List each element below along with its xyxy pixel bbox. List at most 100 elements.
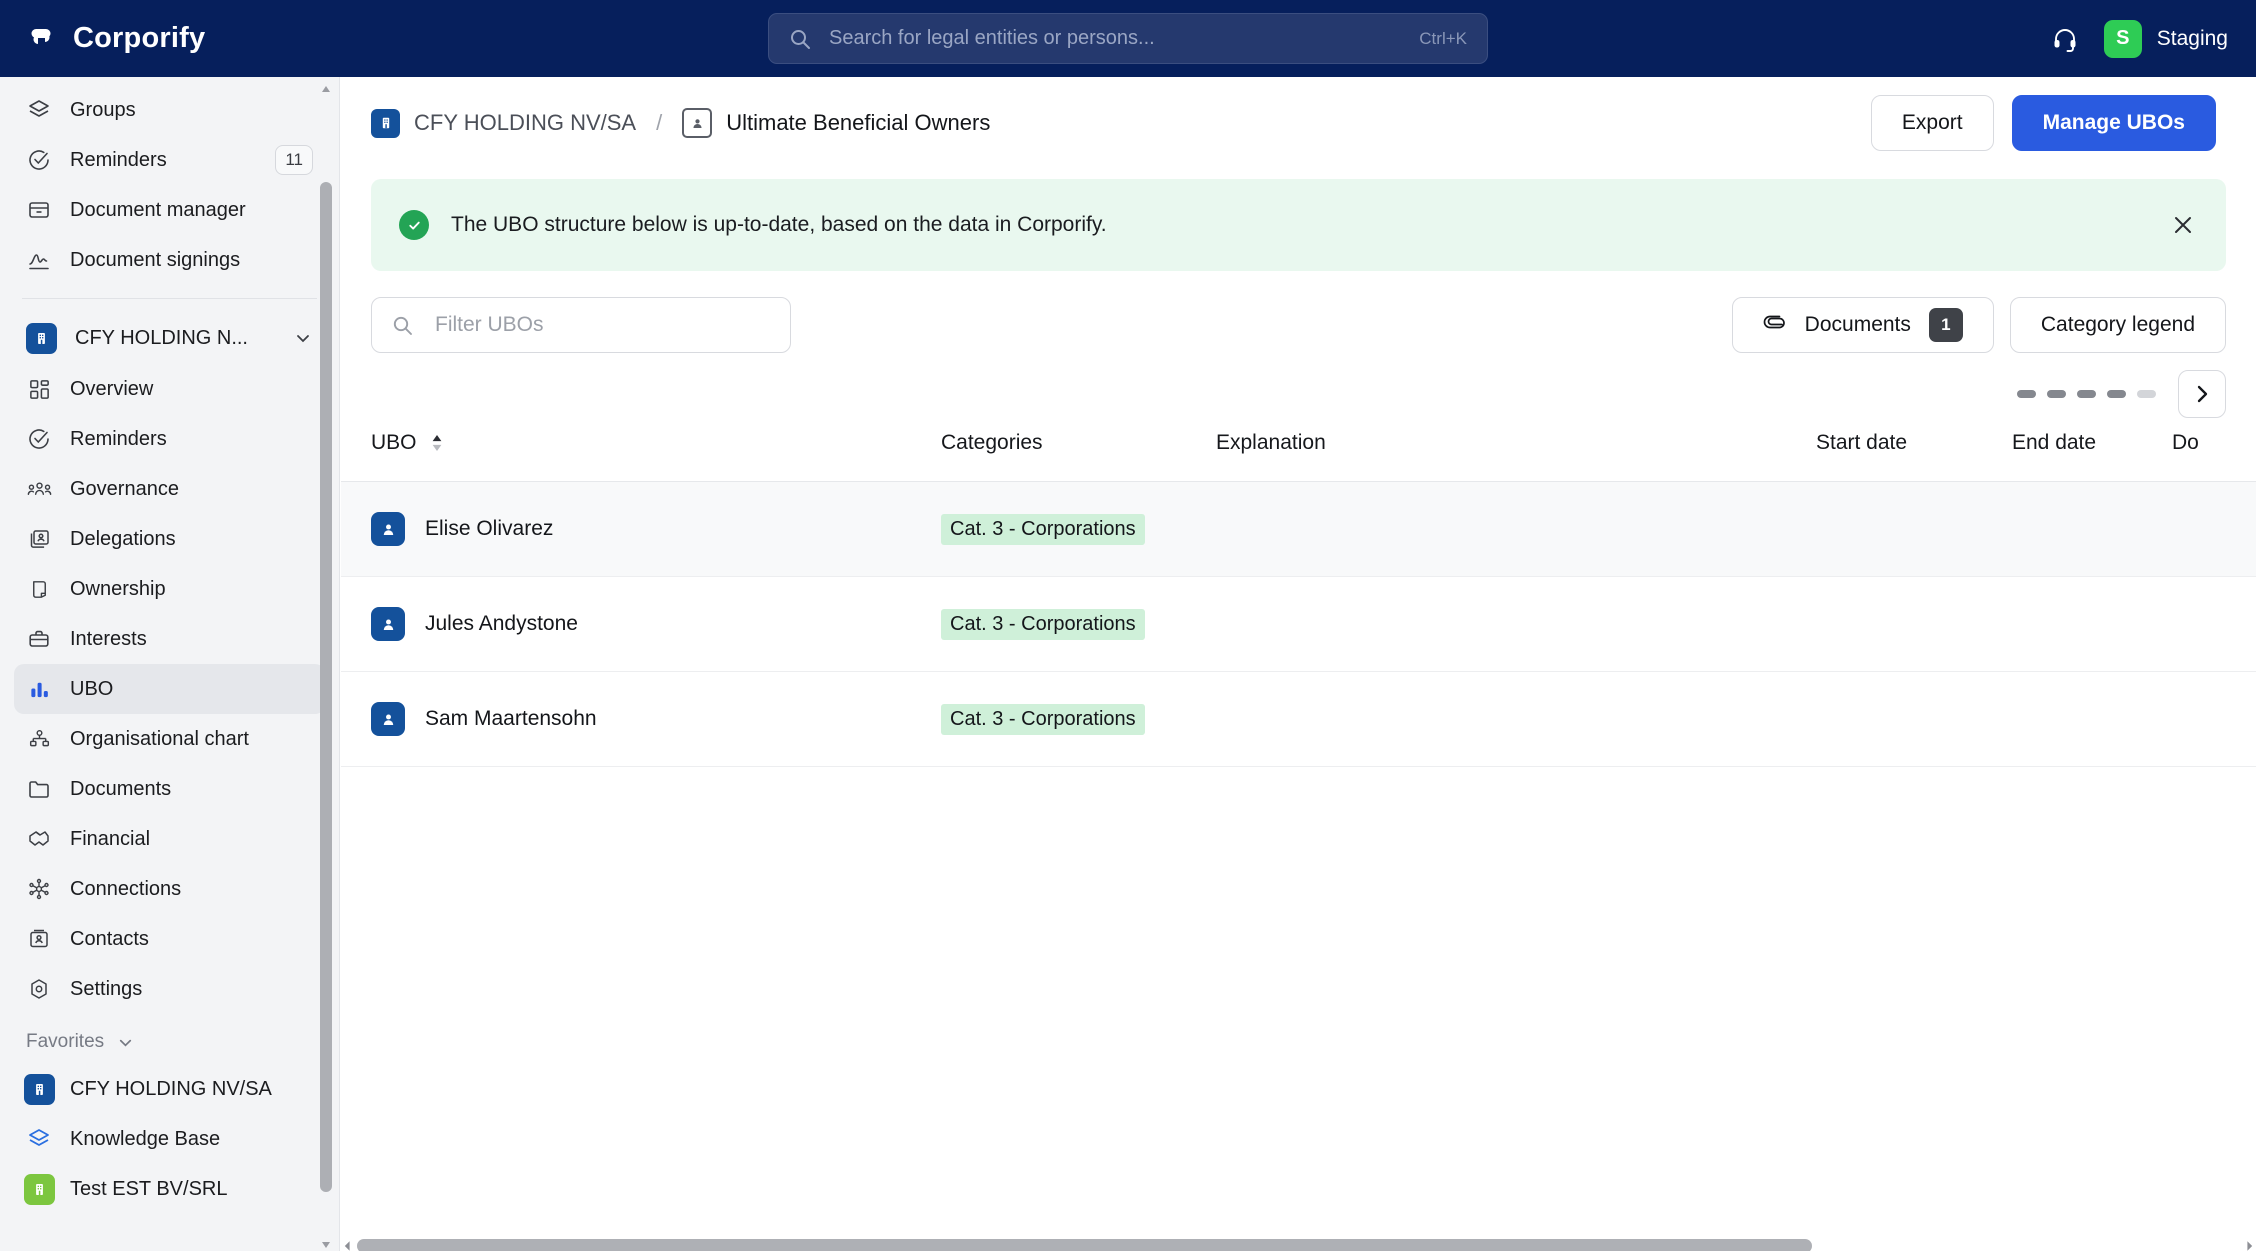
sidebar-item-reminders[interactable]: Reminders [14,414,325,464]
manage-ubos-button[interactable]: Manage UBOs [2011,95,2216,151]
pagination-dash[interactable] [2107,390,2126,398]
sidebar-item-overview[interactable]: Overview [14,364,325,414]
scroll-right-arrow-icon[interactable] [2242,1240,2256,1251]
sidebar-item-settings[interactable]: Settings [14,964,325,1014]
scroll-up-arrow-icon[interactable] [321,81,331,92]
sort-arrows-icon[interactable] [431,435,443,452]
building-icon [26,322,57,354]
network-icon [26,876,52,902]
sidebar-item-document-manager[interactable]: Document manager [14,185,325,235]
column-pagination [371,370,2226,418]
briefcase-icon [26,626,52,652]
column-header-ubo[interactable]: UBO [341,423,941,482]
close-icon[interactable] [2168,210,2198,240]
favorite-item-label: Test EST BV/SRL [70,1177,228,1200]
sidebar-item-connections[interactable]: Connections [14,864,325,914]
documents-button[interactable]: Documents 1 [1731,297,1994,353]
toolbar-right-actions: Documents 1 Category legend [1731,297,2226,353]
sidebar-scrollbar[interactable] [320,77,332,1251]
brand-name: Corporify [73,22,206,54]
user-menu[interactable]: S Staging [2103,19,2228,58]
next-page-button[interactable] [2178,370,2226,418]
cell-end-date [2012,576,2172,672]
table-row[interactable]: Elise Olivarez Cat. 3 - Corporations [341,481,2256,577]
top-navigation-bar: Corporify Search for legal entities or p… [0,0,2256,77]
search-placeholder: Search for legal entities or persons... [829,27,1155,49]
sidebar-item-ubo[interactable]: UBO [14,664,325,714]
check-circle-icon [26,426,52,452]
check-circle-icon [26,147,52,173]
pagination-dash[interactable] [2017,390,2036,398]
avatar: S [2103,19,2142,58]
table-head: UBO Categories Explanation Start date En… [341,423,2256,482]
scroll-down-arrow-icon[interactable] [321,1237,331,1248]
gear-icon [26,976,52,1002]
favorites-section-header[interactable]: Favorites [26,1020,313,1064]
filter-ubos-field[interactable] [371,297,791,353]
top-bar-right-actions: S Staging [2052,0,2228,77]
favorite-item-label: Knowledge Base [70,1127,221,1150]
category-tag: Cat. 3 - Corporations [941,703,1145,735]
contact-card-icon [26,926,52,952]
documents-count-badge: 1 [1928,308,1963,342]
category-tag: Cat. 3 - Corporations [941,608,1145,640]
cell-documents [2172,481,2256,577]
breadcrumb-entity-link[interactable]: CFY HOLDING NV/SA [414,110,637,135]
corporify-logo-icon [25,22,59,56]
table-row[interactable]: Sam Maartensohn Cat. 3 - Corporations [341,671,2256,767]
sidebar-item-financial[interactable]: Financial [14,814,325,864]
category-tag: Cat. 3 - Corporations [941,513,1145,545]
sidebar-item-label: Reminders [70,427,167,450]
global-search-box[interactable]: Search for legal entities or persons... … [768,13,1488,64]
entity-switcher[interactable]: CFY HOLDING N... [14,312,325,364]
sidebar-scrollbar-thumb[interactable] [320,182,332,1192]
sidebar-item-groups[interactable]: Groups [14,85,325,135]
sidebar-item-label: Document signings [70,248,241,271]
favorite-item-cfy-holding[interactable]: CFY HOLDING NV/SA [14,1064,325,1114]
favorites-title: Favorites [26,1031,105,1052]
sidebar-item-label: Ownership [70,577,166,600]
favorite-item-knowledge-base[interactable]: Knowledge Base [14,1114,325,1164]
handshake-icon [26,826,52,852]
headset-icon[interactable] [2052,26,2078,52]
pagination-dash[interactable] [2137,390,2156,398]
scrollbar-track[interactable] [355,1239,2242,1251]
cell-categories: Cat. 3 - Corporations [941,671,1216,767]
table-horizontal-scrollbar[interactable] [341,1235,2256,1251]
search-input[interactable] [435,313,770,337]
sidebar-item-organisational-chart[interactable]: Organisational chart [14,714,325,764]
search-icon [789,28,811,50]
sidebar-item-label: Reminders [70,148,167,171]
category-legend-button[interactable]: Category legend [2009,297,2226,353]
person-card-icon [682,108,713,138]
export-button[interactable]: Export [1870,95,1994,151]
table-row[interactable]: Jules Andystone Cat. 3 - Corporations [341,576,2256,672]
sidebar-item-ownership[interactable]: Ownership [14,564,325,614]
breadcrumb-separator: / [656,110,663,135]
chevron-down-icon [293,328,313,348]
pagination-dash[interactable] [2077,390,2096,398]
dashboard-icon [26,376,52,402]
paperclip-icon [1763,313,1787,337]
favorite-item-test-est[interactable]: Test EST BV/SRL [14,1164,325,1214]
sidebar-item-contacts[interactable]: Contacts [14,914,325,964]
building-icon [371,108,400,138]
pagination-dash[interactable] [2047,390,2066,398]
scroll-left-arrow-icon[interactable] [341,1240,355,1251]
cell-start-date [1816,576,2012,672]
sidebar-item-interests[interactable]: Interests [14,614,325,664]
sidebar-item-documents[interactable]: Documents [14,764,325,814]
building-icon [23,1173,55,1205]
sidebar-item-document-signings[interactable]: Document signings [14,235,325,285]
sidebar-item-delegations[interactable]: Delegations [14,514,325,564]
folder-icon [26,776,52,802]
sidebar-item-governance[interactable]: Governance [14,464,325,514]
sidebar-item-reminders-global[interactable]: Reminders 11 [14,135,325,185]
sidebar-item-label: Interests [70,627,147,650]
table-toolbar: Documents 1 Category legend [371,297,2226,353]
brand-logo-link[interactable]: Corporify [25,22,315,56]
cell-categories: Cat. 3 - Corporations [941,481,1216,577]
person-icon [371,702,405,736]
scrollbar-thumb[interactable] [357,1239,1812,1251]
person-icon [371,512,405,546]
